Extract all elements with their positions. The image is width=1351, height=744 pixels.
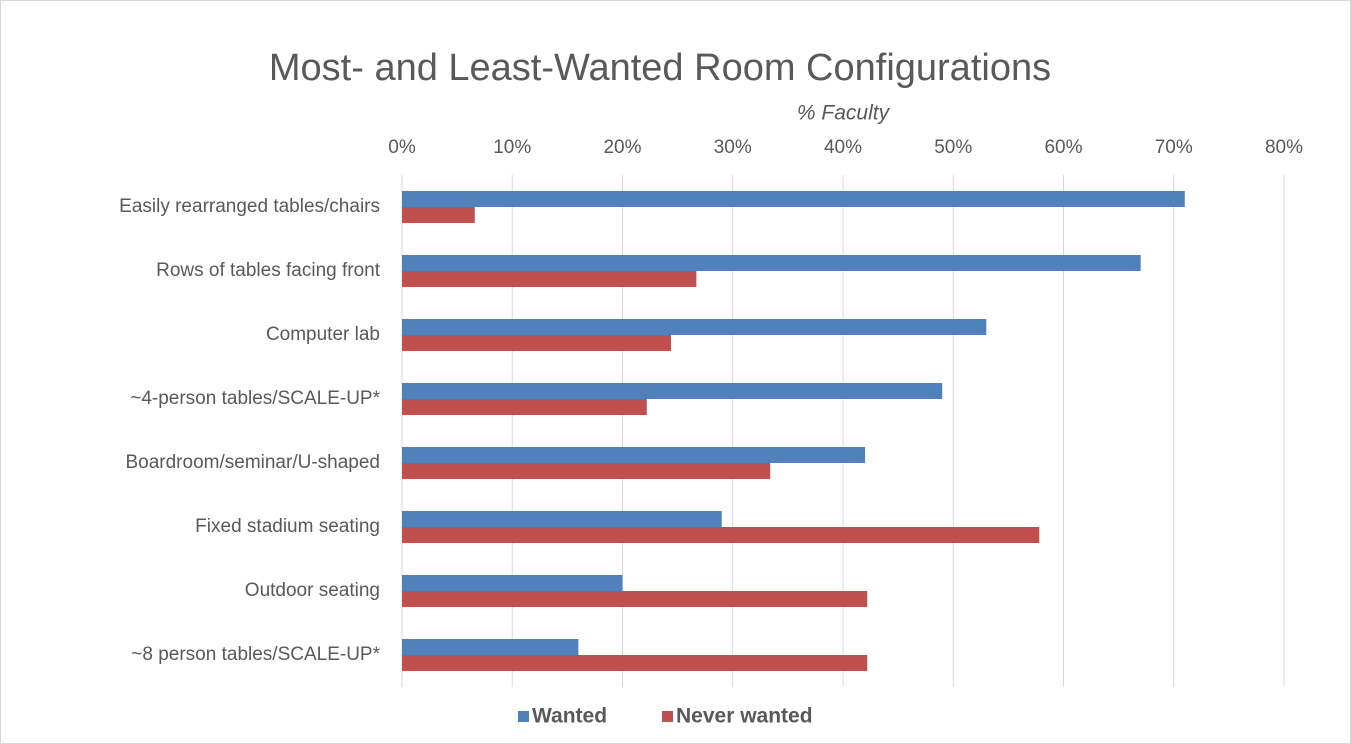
x-tick-label: 60% [1044, 137, 1082, 158]
bar [402, 511, 722, 527]
y-tick-label: ~4-person tables/SCALE-UP* [130, 388, 380, 409]
legend-swatch [662, 711, 673, 722]
x-tick-label: 10% [493, 137, 531, 158]
axis-title: % Faculty [797, 102, 891, 125]
bar [402, 399, 647, 415]
bar [402, 655, 868, 671]
bar [402, 639, 579, 655]
legend-label: Wanted [532, 705, 607, 728]
x-tick-label: 20% [603, 137, 641, 158]
bar [402, 447, 866, 463]
bar [402, 527, 1040, 543]
x-tick-label: 30% [714, 137, 752, 158]
bar [402, 575, 623, 591]
x-tick-label: 70% [1155, 137, 1193, 158]
legend-label: Never wanted [676, 705, 813, 728]
bar [402, 591, 868, 607]
y-tick-label: Computer lab [266, 324, 380, 345]
bar [402, 255, 1141, 271]
y-tick-label: Fixed stadium seating [195, 516, 380, 537]
y-tick-label: Rows of tables facing front [156, 260, 381, 281]
x-tick-label: 50% [934, 137, 972, 158]
x-tick-label: 40% [824, 137, 862, 158]
y-tick-label: Easily rearranged tables/chairs [119, 196, 380, 217]
x-tick-label: 0% [388, 137, 416, 158]
y-tick-label: Boardroom/seminar/U-shaped [125, 452, 380, 473]
bar [402, 271, 697, 287]
legend-swatch [518, 711, 529, 722]
bar [402, 383, 943, 399]
bar [402, 463, 771, 479]
bar [402, 207, 475, 223]
bar [402, 191, 1185, 207]
y-tick-label: ~8 person tables/SCALE-UP* [131, 644, 380, 665]
chart-title: Most- and Least-Wanted Room Configuratio… [269, 47, 1051, 89]
bar [402, 335, 672, 351]
y-tick-label: Outdoor seating [245, 580, 380, 601]
x-tick-label: 80% [1265, 137, 1303, 158]
bar [402, 319, 987, 335]
